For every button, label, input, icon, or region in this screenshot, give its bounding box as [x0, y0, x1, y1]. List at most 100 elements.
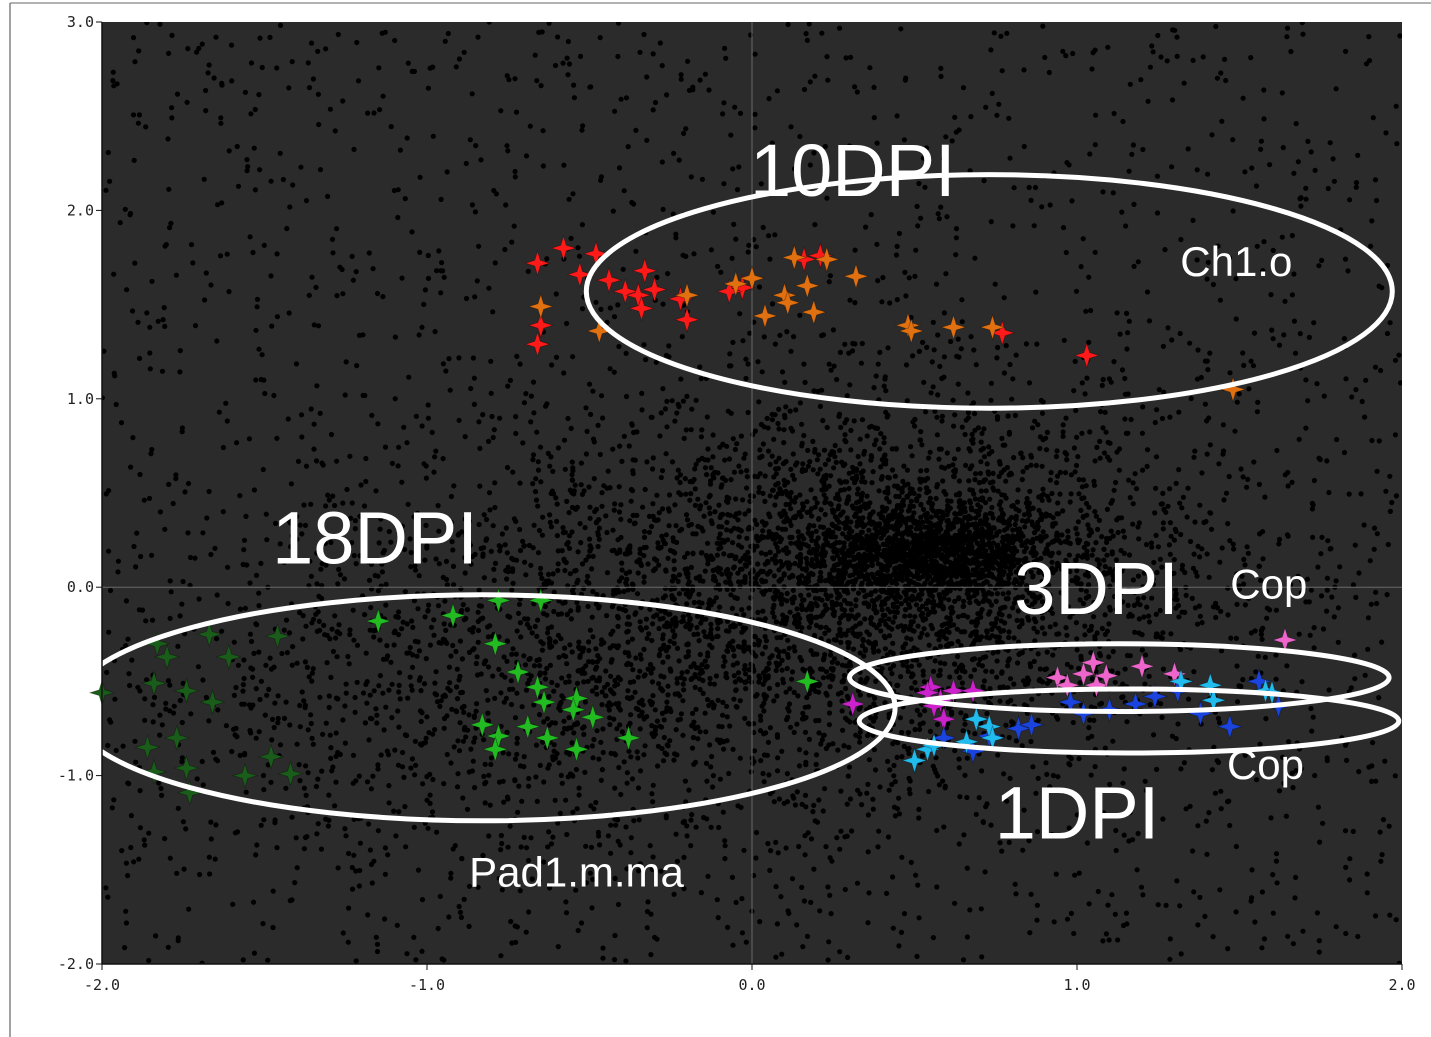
background-point [223, 723, 229, 729]
background-point [938, 73, 944, 79]
background-point [884, 495, 890, 502]
background-point [1001, 370, 1008, 376]
background-point [1284, 532, 1291, 538]
background-point [1361, 522, 1367, 528]
background-point [179, 755, 185, 761]
background-point [870, 643, 877, 650]
background-point [430, 64, 436, 70]
background-point [1183, 592, 1189, 599]
background-point [1006, 629, 1012, 635]
background-point [497, 415, 503, 421]
background-point [804, 694, 810, 701]
background-point [678, 711, 685, 717]
background-point [1109, 551, 1115, 557]
background-point [906, 626, 912, 632]
background-point [188, 242, 195, 248]
background-point [854, 475, 860, 481]
background-point [1263, 716, 1269, 722]
background-point [745, 361, 751, 367]
background-point [916, 815, 922, 821]
background-point [696, 457, 702, 463]
background-point [660, 659, 666, 665]
background-point [674, 475, 680, 481]
background-point [808, 686, 814, 693]
background-point [353, 269, 359, 275]
background-point [752, 51, 758, 57]
background-point [677, 472, 684, 478]
background-point [894, 113, 900, 119]
background-point [747, 560, 753, 566]
background-point [615, 901, 622, 908]
background-point [672, 615, 678, 621]
background-point [760, 224, 766, 231]
background-point [812, 73, 818, 79]
background-point [957, 674, 963, 680]
background-point [936, 637, 942, 643]
background-point [535, 459, 541, 465]
background-point [579, 222, 586, 228]
background-point [734, 704, 740, 710]
background-point [1025, 614, 1031, 620]
background-point [149, 278, 155, 284]
background-point [425, 402, 431, 408]
background-point [698, 376, 704, 382]
background-point [1258, 146, 1264, 152]
background-point [810, 438, 816, 444]
background-point [1085, 522, 1091, 528]
background-point [313, 284, 319, 290]
background-point [707, 510, 713, 516]
background-point [841, 743, 847, 749]
background-point [781, 427, 787, 433]
background-point [732, 446, 739, 453]
background-point [1157, 556, 1163, 562]
background-point [555, 548, 561, 554]
background-point [136, 355, 143, 361]
background-point [625, 688, 631, 694]
background-point [425, 252, 431, 259]
background-point [767, 256, 773, 262]
background-point [854, 491, 861, 497]
background-point [1020, 455, 1026, 461]
background-point [678, 76, 684, 82]
background-point [1110, 533, 1116, 539]
background-point [912, 726, 918, 733]
background-point [717, 586, 723, 592]
background-point [785, 22, 791, 28]
background-point [912, 679, 918, 686]
background-point [179, 601, 185, 607]
background-point [932, 658, 938, 664]
background-point [1105, 439, 1111, 445]
background-point [1248, 55, 1254, 61]
background-point [579, 127, 585, 133]
background-point [424, 714, 430, 720]
background-point [798, 602, 805, 608]
background-point [530, 452, 537, 458]
background-point [1254, 409, 1260, 415]
background-point [936, 782, 943, 788]
background-point [419, 324, 425, 330]
background-point [871, 603, 878, 609]
background-point [744, 474, 750, 480]
background-point [512, 174, 518, 180]
background-point [1259, 889, 1265, 895]
background-point [665, 683, 671, 689]
background-point [1130, 142, 1136, 148]
background-point [954, 668, 960, 675]
background-point [1069, 198, 1075, 204]
background-point [612, 677, 618, 684]
background-point [107, 178, 113, 184]
background-point [355, 78, 362, 84]
background-point [763, 638, 770, 644]
background-point [1298, 578, 1305, 584]
background-point [1032, 184, 1039, 191]
background-point [402, 196, 408, 202]
background-point [762, 644, 769, 650]
background-point [1142, 681, 1148, 687]
background-point [929, 625, 936, 632]
background-point [1120, 694, 1126, 700]
background-point [280, 176, 286, 183]
background-point [133, 564, 139, 570]
background-point [321, 622, 327, 629]
background-point [1013, 738, 1020, 744]
background-point [1345, 268, 1351, 274]
